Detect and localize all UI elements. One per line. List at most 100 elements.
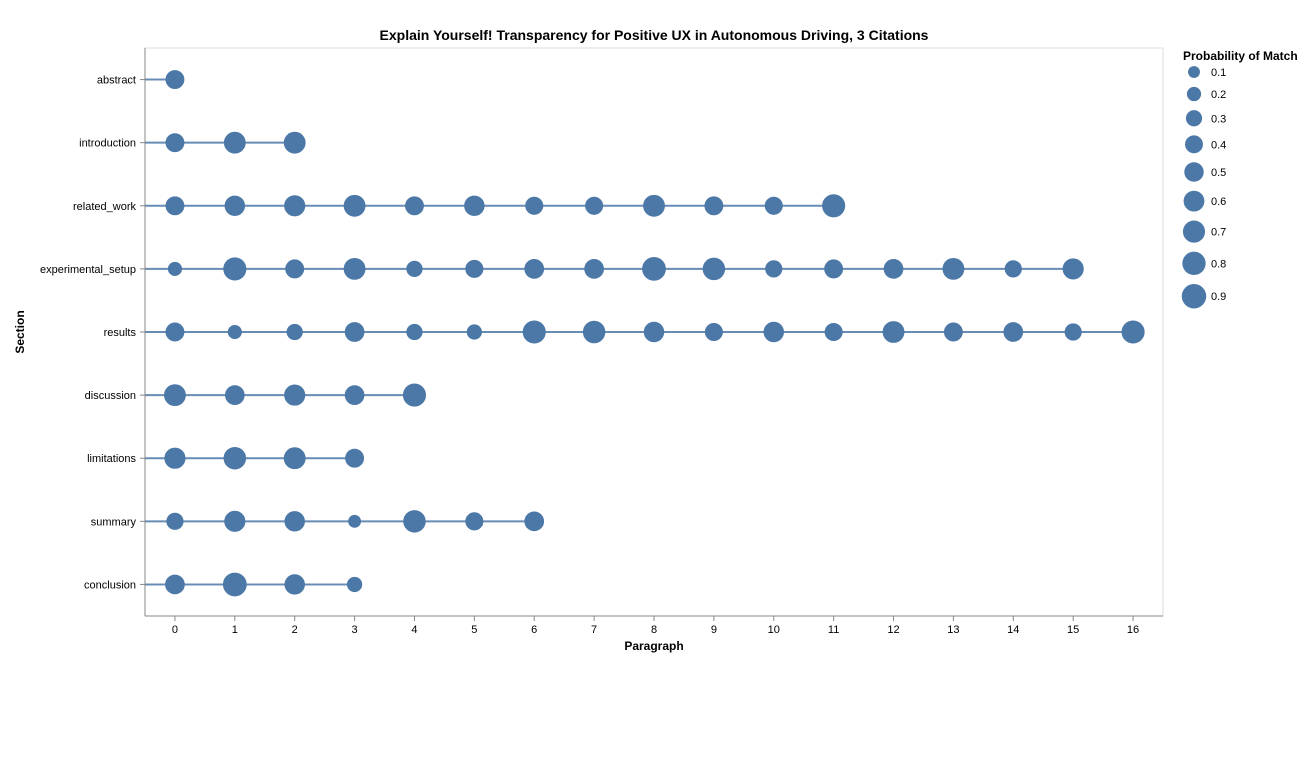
legend-label: 0.8 — [1211, 258, 1226, 270]
legend-symbol — [1185, 110, 1203, 127]
point-experimental_setup-4 — [406, 260, 423, 278]
x-axis-title: Paragraph — [624, 639, 683, 653]
point-results-15 — [1064, 323, 1082, 341]
chart-title: Explain Yourself! Transparency for Posit… — [380, 27, 929, 43]
point-introduction-2 — [283, 131, 306, 154]
x-tick-label: 13 — [947, 624, 959, 636]
legend-label: 0.4 — [1211, 139, 1226, 151]
legend-symbol — [1186, 86, 1202, 102]
point-abstract-0 — [165, 70, 185, 90]
point-experimental_setup-8 — [642, 257, 666, 281]
point-conclusion-1 — [222, 572, 247, 597]
x-tick-label: 5 — [471, 624, 477, 636]
point-results-13 — [943, 322, 963, 342]
point-conclusion-3 — [346, 576, 363, 593]
point-results-11 — [824, 322, 843, 342]
point-results-7 — [582, 320, 606, 344]
legend-label: 0.9 — [1211, 291, 1226, 303]
point-results-8 — [643, 321, 665, 343]
y-tick-label: experimental_setup — [40, 264, 136, 276]
point-discussion-3 — [344, 385, 365, 405]
point-results-6 — [522, 320, 546, 344]
x-tick-label: 15 — [1067, 624, 1079, 636]
point-experimental_setup-6 — [524, 259, 545, 279]
point-results-9 — [704, 322, 723, 342]
x-tick-label: 2 — [292, 624, 298, 636]
point-discussion-2 — [284, 384, 306, 406]
point-related_work-2 — [284, 195, 306, 217]
point-results-0 — [165, 322, 185, 342]
point-experimental_setup-10 — [765, 260, 783, 278]
y-axis-title: Section — [13, 310, 27, 353]
x-tick-label: 14 — [1007, 624, 1019, 636]
x-tick-label: 9 — [711, 624, 717, 636]
point-summary-3 — [348, 514, 362, 528]
point-results-14 — [1003, 322, 1024, 342]
point-related_work-10 — [764, 196, 783, 215]
point-results-10 — [763, 321, 784, 343]
point-related_work-4 — [405, 196, 424, 216]
legend-symbol — [1183, 190, 1205, 212]
y-tick-label: summary — [91, 516, 137, 528]
point-experimental_setup-12 — [883, 259, 904, 279]
point-discussion-0 — [164, 384, 186, 407]
y-tick-label: results — [104, 327, 137, 339]
size-legend: Probability of Match 0.1 0.2 0.3 0.4 0.5 0.6 0… — [1181, 49, 1298, 309]
point-experimental_setup-2 — [285, 259, 305, 279]
point-results-4 — [406, 323, 423, 341]
point-related_work-3 — [343, 194, 366, 217]
legend-label: 0.1 — [1211, 67, 1226, 79]
point-limitations-0 — [164, 447, 186, 469]
legend-symbol — [1185, 135, 1203, 154]
legend-label: 0.6 — [1211, 196, 1226, 208]
point-conclusion-2 — [284, 574, 305, 595]
point-related_work-8 — [643, 194, 665, 217]
x-tick-label: 0 — [172, 624, 178, 636]
x-tick-label: 11 — [828, 624, 839, 636]
x-tick-label: 16 — [1127, 624, 1139, 636]
point-experimental_setup-1 — [223, 257, 247, 281]
point-introduction-1 — [223, 131, 246, 154]
point-limitations-2 — [283, 447, 306, 470]
legend-symbol — [1182, 220, 1206, 243]
point-related_work-7 — [585, 196, 604, 215]
point-limitations-3 — [345, 448, 365, 468]
point-results-12 — [882, 321, 905, 343]
y-tick-label: limitations — [87, 453, 136, 465]
point-related_work-9 — [704, 196, 724, 216]
point-results-16 — [1121, 320, 1145, 344]
point-experimental_setup-13 — [942, 257, 965, 280]
point-summary-4 — [403, 510, 426, 533]
point-experimental_setup-0 — [167, 261, 183, 276]
point-discussion-1 — [224, 385, 245, 405]
point-experimental_setup-11 — [824, 259, 844, 279]
point-experimental_setup-5 — [465, 259, 484, 278]
x-tick-label: 1 — [232, 624, 238, 636]
point-conclusion-0 — [165, 574, 185, 595]
data-points — [164, 70, 1145, 597]
y-tick-label: discussion — [85, 390, 136, 402]
point-results-2 — [286, 323, 303, 341]
point-related_work-1 — [224, 195, 246, 216]
point-summary-5 — [465, 512, 484, 531]
x-tick-label: 8 — [651, 624, 657, 636]
x-tick-label: 7 — [591, 624, 597, 636]
point-related_work-5 — [464, 195, 485, 216]
point-experimental_setup-15 — [1062, 258, 1084, 280]
legend-label: 0.3 — [1211, 113, 1226, 125]
y-tick-label: abstract — [97, 75, 136, 87]
point-introduction-0 — [165, 133, 185, 153]
point-summary-0 — [166, 512, 184, 530]
point-related_work-0 — [165, 196, 185, 216]
x-tick-label: 10 — [768, 624, 780, 636]
legend-label: 0.7 — [1211, 227, 1226, 239]
legend-symbol — [1184, 162, 1204, 182]
x-tick-label: 6 — [531, 624, 537, 636]
point-summary-6 — [524, 511, 545, 532]
point-limitations-1 — [223, 446, 247, 470]
point-summary-2 — [284, 511, 305, 532]
x-tick-label: 3 — [352, 624, 358, 636]
point-discussion-4 — [402, 383, 427, 407]
point-experimental_setup-7 — [584, 259, 604, 279]
